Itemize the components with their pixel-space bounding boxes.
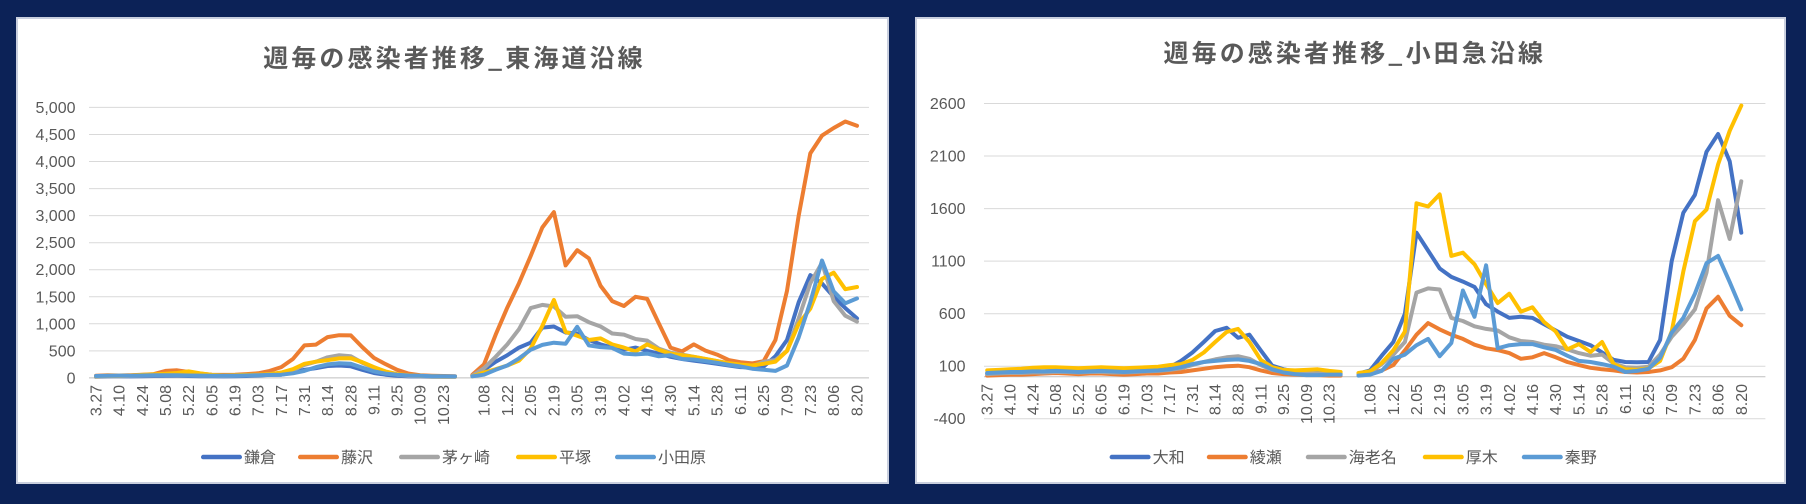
svg-text:3.05: 3.05: [570, 385, 587, 416]
svg-text:4.24: 4.24: [1025, 384, 1042, 415]
svg-text:4.10: 4.10: [112, 385, 129, 416]
svg-text:7.09: 7.09: [1664, 384, 1681, 415]
svg-text:5.22: 5.22: [181, 385, 198, 416]
svg-text:4.24: 4.24: [135, 385, 152, 416]
svg-text:4.02: 4.02: [1502, 384, 1519, 415]
svg-text:2.05: 2.05: [1409, 384, 1426, 415]
svg-text:4.30: 4.30: [1548, 384, 1565, 415]
svg-text:5.14: 5.14: [1571, 384, 1588, 415]
svg-text:8.06: 8.06: [1711, 384, 1728, 415]
svg-text:4.30: 4.30: [663, 385, 680, 416]
svg-text:1.22: 1.22: [500, 385, 517, 416]
svg-text:鎌倉: 鎌倉: [244, 444, 276, 468]
svg-text:2,500: 2,500: [35, 235, 75, 252]
svg-text:8.28: 8.28: [343, 385, 360, 416]
svg-text:8.20: 8.20: [850, 385, 867, 416]
svg-text:2.05: 2.05: [523, 385, 540, 416]
svg-text:4.02: 4.02: [616, 385, 633, 416]
svg-text:2100: 2100: [930, 149, 966, 166]
svg-text:9.11: 9.11: [1253, 384, 1270, 414]
svg-text:平塚: 平塚: [559, 444, 591, 468]
svg-text:大和: 大和: [1153, 444, 1185, 468]
svg-text:6.11: 6.11: [733, 385, 750, 415]
svg-text:9.25: 9.25: [1276, 384, 1293, 415]
svg-text:10.23: 10.23: [1322, 384, 1339, 424]
svg-text:7.31: 7.31: [297, 385, 314, 416]
svg-text:5.14: 5.14: [686, 385, 703, 416]
svg-text:100: 100: [939, 359, 966, 376]
svg-text:1600: 1600: [930, 201, 966, 218]
svg-text:4,500: 4,500: [35, 127, 75, 144]
svg-text:3.27: 3.27: [980, 384, 997, 415]
svg-text:小田原: 小田原: [658, 444, 706, 468]
svg-text:7.03: 7.03: [251, 385, 268, 416]
svg-text:3.19: 3.19: [593, 385, 610, 416]
svg-text:藤沢: 藤沢: [341, 444, 373, 468]
svg-text:厚木: 厚木: [1466, 444, 1498, 468]
svg-text:6.19: 6.19: [1117, 384, 1134, 415]
svg-text:綾瀬: 綾瀬: [1250, 444, 1282, 468]
svg-text:3.19: 3.19: [1479, 384, 1496, 415]
svg-text:2,000: 2,000: [35, 262, 75, 279]
svg-text:海老名: 海老名: [1349, 444, 1397, 468]
svg-text:3,500: 3,500: [35, 181, 75, 198]
svg-text:6.11: 6.11: [1618, 384, 1635, 414]
svg-text:1,000: 1,000: [35, 316, 75, 333]
svg-text:1.08: 1.08: [1363, 384, 1380, 415]
svg-text:8.14: 8.14: [320, 385, 337, 416]
svg-text:7.31: 7.31: [1185, 384, 1202, 415]
svg-text:6.05: 6.05: [1094, 384, 1111, 415]
svg-text:0: 0: [67, 370, 76, 387]
svg-text:1.08: 1.08: [477, 385, 494, 416]
svg-text:8.14: 8.14: [1208, 384, 1225, 415]
svg-text:週毎の感染者推移_東海道沿線: 週毎の感染者推移_東海道沿線: [263, 39, 646, 75]
svg-text:1100: 1100: [931, 254, 966, 271]
svg-text:6.05: 6.05: [204, 385, 221, 416]
svg-text:7.17: 7.17: [1162, 384, 1179, 415]
svg-text:8.06: 8.06: [826, 385, 843, 416]
svg-text:8.28: 8.28: [1231, 384, 1248, 415]
svg-text:2.19: 2.19: [1432, 384, 1449, 415]
svg-text:9.11: 9.11: [366, 385, 383, 415]
svg-text:5.28: 5.28: [710, 385, 727, 416]
svg-text:6.19: 6.19: [228, 385, 245, 416]
svg-text:5.08: 5.08: [158, 385, 175, 416]
svg-text:4.16: 4.16: [640, 385, 657, 416]
svg-text:7.09: 7.09: [780, 385, 797, 416]
svg-text:6.25: 6.25: [756, 385, 773, 416]
svg-text:2600: 2600: [930, 96, 966, 113]
svg-text:3.05: 3.05: [1455, 384, 1472, 415]
svg-text:5.08: 5.08: [1048, 384, 1065, 415]
svg-text:6.25: 6.25: [1641, 384, 1658, 415]
svg-text:7.17: 7.17: [274, 385, 291, 416]
svg-text:7.23: 7.23: [803, 385, 820, 416]
svg-text:3,000: 3,000: [35, 208, 75, 225]
svg-text:5,000: 5,000: [35, 100, 75, 117]
svg-text:8.20: 8.20: [1734, 384, 1751, 415]
svg-text:-400: -400: [933, 411, 965, 428]
svg-text:10.23: 10.23: [436, 385, 453, 425]
svg-text:600: 600: [939, 306, 966, 323]
svg-text:1.22: 1.22: [1386, 384, 1403, 415]
svg-text:10.09: 10.09: [413, 385, 430, 425]
svg-text:7.03: 7.03: [1139, 384, 1156, 415]
svg-text:10.09: 10.09: [1299, 384, 1316, 424]
svg-text:週毎の感染者推移_小田急沿線: 週毎の感染者推移_小田急沿線: [1164, 34, 1547, 70]
svg-text:9.25: 9.25: [390, 385, 407, 416]
svg-text:4.16: 4.16: [1525, 384, 1542, 415]
svg-text:2.19: 2.19: [546, 385, 563, 416]
svg-text:500: 500: [49, 343, 76, 360]
svg-text:4.10: 4.10: [1003, 384, 1020, 415]
svg-text:7.23: 7.23: [1687, 384, 1704, 415]
svg-text:4,000: 4,000: [35, 154, 75, 171]
svg-text:茅ヶ崎: 茅ヶ崎: [442, 444, 490, 468]
svg-text:秦野: 秦野: [1565, 444, 1597, 468]
svg-text:5.22: 5.22: [1071, 384, 1088, 415]
svg-text:3.27: 3.27: [89, 385, 106, 416]
svg-text:5.28: 5.28: [1595, 384, 1612, 415]
svg-text:1,500: 1,500: [35, 289, 75, 306]
